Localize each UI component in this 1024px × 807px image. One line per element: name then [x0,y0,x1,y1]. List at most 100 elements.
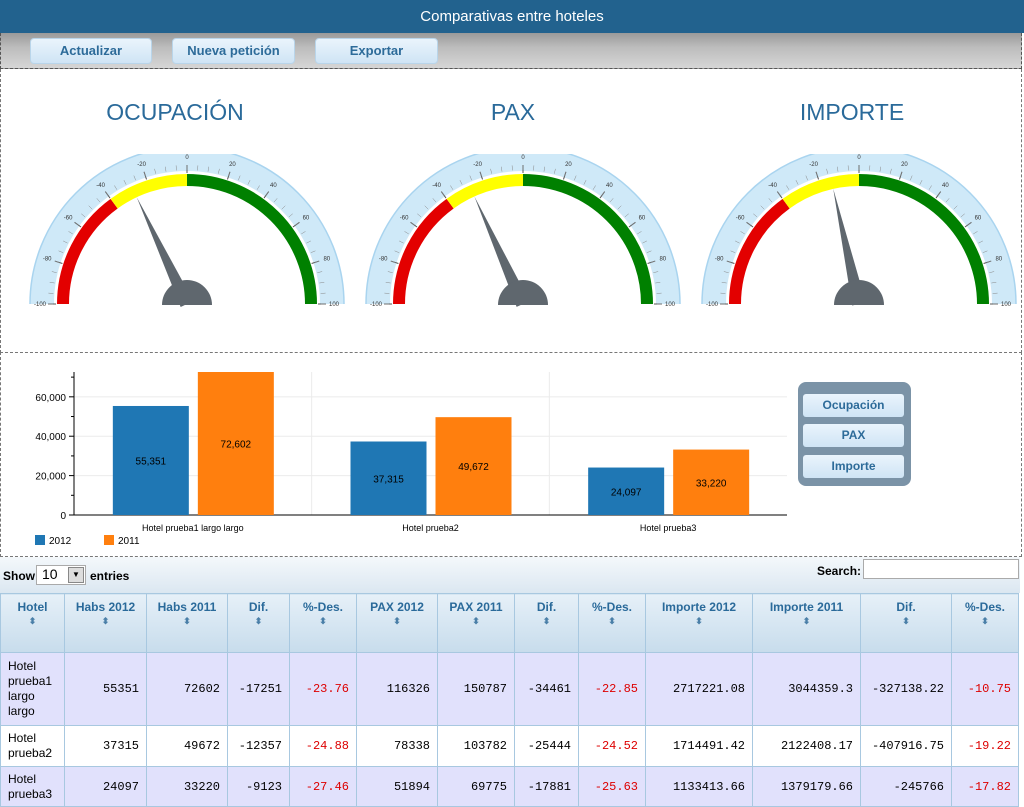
hotel-name-cell: Hotel prueba1 largo largo [1,653,65,726]
table-cell: -407916.75 [861,726,952,767]
bar-value-label: 72,602 [221,440,252,451]
gauge-title-importe: IMPORTE [732,99,972,126]
gauge-tick-label: 40 [606,183,613,189]
table-cell: -24.52 [579,726,646,767]
gauge-hub [498,280,548,305]
gauge-tick-label: 40 [942,183,949,189]
sort-icon[interactable]: ⬍ [292,615,354,627]
table-cell: -17.82 [952,767,1019,807]
column-header-label: Habs 2012 [76,600,135,614]
ocupacion-button[interactable]: Ocupación [803,394,904,417]
column-header[interactable]: Dif.⬍ [515,594,579,653]
gauge-title-pax: PAX [393,99,633,126]
column-header[interactable]: Importe 2011⬍ [753,594,861,653]
gauge-tick-label: -100 [370,302,383,308]
chevron-down-icon[interactable]: ▼ [68,567,84,583]
table-cell: -17881 [515,767,579,807]
page-length-select[interactable]: 10 ▼ [36,565,86,585]
gauge-tick-label: -40 [432,183,441,189]
table-cell: -10.75 [952,653,1019,726]
column-header-label: Dif. [896,600,915,614]
column-header[interactable]: PAX 2011⬍ [438,594,515,653]
column-header[interactable]: Hotel⬍ [1,594,65,653]
column-header[interactable]: Habs 2012⬍ [65,594,147,653]
table-cell: 55351 [65,653,147,726]
table-cell: 2122408.17 [753,726,861,767]
legend-swatch [35,535,45,545]
table-cell: -24.88 [290,726,357,767]
column-header[interactable]: Importe 2012⬍ [646,594,753,653]
table-cell: 69775 [438,767,515,807]
sort-icon[interactable]: ⬍ [149,615,225,627]
sort-icon[interactable]: ⬍ [648,615,750,627]
sort-icon[interactable]: ⬍ [581,615,643,627]
actualizar-button[interactable]: Actualizar [30,38,152,64]
sort-icon[interactable]: ⬍ [954,615,1016,627]
y-tick-label: 0 [60,511,66,522]
hotel-name-cell: Hotel prueba3 [1,767,65,807]
pax-button[interactable]: PAX [803,424,904,447]
show-label: Show [3,569,35,583]
chart-selector-panel: Ocupación PAX Importe [798,382,911,486]
gauge-tick-label: -80 [379,257,388,263]
sort-icon[interactable]: ⬍ [863,615,949,627]
sort-icon[interactable]: ⬍ [359,615,435,627]
table-cell: 1714491.42 [646,726,753,767]
gauge-tick-label: 100 [1001,302,1012,308]
table-header-row: Hotel⬍Habs 2012⬍Habs 2011⬍Dif.⬍%-Des.⬍PA… [1,594,1019,653]
sort-icon[interactable]: ⬍ [440,615,512,627]
table-cell: 49672 [147,726,228,767]
column-header[interactable]: PAX 2012⬍ [357,594,438,653]
column-header[interactable]: Dif.⬍ [228,594,290,653]
column-header[interactable]: %-Des.⬍ [579,594,646,653]
gauge-tick-label: -20 [473,162,482,168]
table-controls: Show 10 ▼ entries Search: [0,557,1020,593]
table-cell: -25444 [515,726,579,767]
gauge-tick-label: -40 [768,183,777,189]
column-header-label: %-Des. [303,600,343,614]
table-cell: 33220 [147,767,228,807]
page-length-value: 10 [42,566,58,582]
bar-value-label: 55,351 [136,456,167,467]
toolbar: Actualizar Nueva petición Exportar [0,33,1022,69]
table-cell: -17251 [228,653,290,726]
sort-icon[interactable]: ⬍ [755,615,858,627]
sort-icon[interactable]: ⬍ [3,615,62,627]
column-header-label: Importe 2011 [770,600,843,614]
table-cell: -23.76 [290,653,357,726]
importe-button[interactable]: Importe [803,455,904,478]
column-header-label: Hotel [18,600,48,614]
column-header[interactable]: %-Des.⬍ [290,594,357,653]
legend-swatch [104,535,114,545]
gauge-tick-label: -20 [809,162,818,168]
sort-icon[interactable]: ⬍ [517,615,576,627]
column-header[interactable]: %-Des.⬍ [952,594,1019,653]
table-cell: -9123 [228,767,290,807]
nueva-peticion-button[interactable]: Nueva petición [172,38,295,64]
table-cell: -245766 [861,767,952,807]
column-header-label: Importe 2012 [662,600,736,614]
gauge-tick-label: 100 [329,302,340,308]
column-header-label: Habs 2011 [158,600,217,614]
gauge-tick-label: 80 [323,257,330,263]
search-label: Search: [817,564,861,578]
gauge-tick-label: -100 [706,302,719,308]
sort-icon[interactable]: ⬍ [230,615,287,627]
legend-label[interactable]: 2012 [49,536,72,547]
search-input[interactable] [863,559,1019,579]
exportar-button[interactable]: Exportar [315,38,438,64]
table-cell: -327138.22 [861,653,952,726]
table-section: Show 10 ▼ entries Search: Hotel⬍Habs 201… [0,557,1022,803]
column-header-label: %-Des. [592,600,632,614]
column-header[interactable]: Habs 2011⬍ [147,594,228,653]
column-header[interactable]: Dif.⬍ [861,594,952,653]
bar-value-label: 37,315 [373,474,404,485]
legend-label[interactable]: 2011 [118,536,140,547]
sort-icon[interactable]: ⬍ [67,615,144,627]
